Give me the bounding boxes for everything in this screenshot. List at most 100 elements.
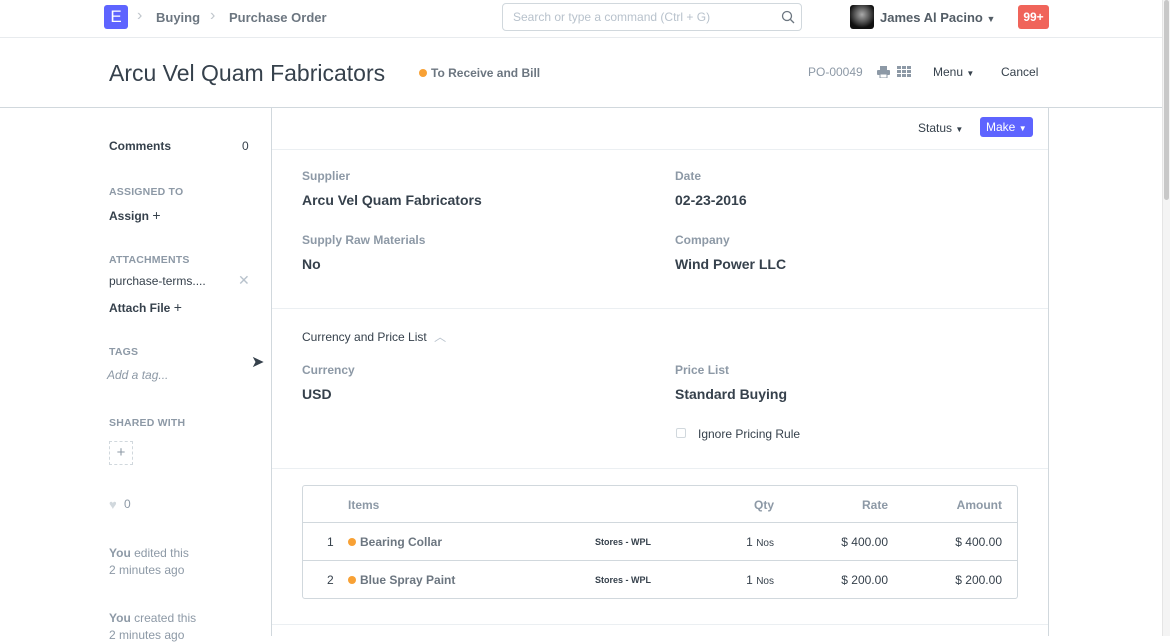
scrollbar[interactable]	[1162, 0, 1170, 636]
item-status-dot	[348, 576, 356, 584]
currency-label: Currency	[302, 363, 355, 377]
comments-label[interactable]: Comments	[109, 139, 172, 153]
table-header: Items Qty Rate Amount	[303, 486, 1017, 523]
row-rate: $ 200.00	[841, 573, 888, 587]
items-table: Items Qty Rate Amount 1 Bearing Collar S…	[302, 485, 1018, 599]
date-value[interactable]: 02-23-2016	[675, 192, 747, 208]
table-row[interactable]: 2 Blue Spray Paint Stores - WPL 1 Nos $ …	[303, 561, 1017, 598]
currency-section-toggle[interactable]: Currency and Price List ︿	[302, 328, 446, 345]
currency-value[interactable]: USD	[302, 386, 332, 402]
header-items: Items	[348, 498, 380, 512]
status-dot	[419, 69, 427, 77]
activity-action: edited this	[130, 546, 189, 560]
chevron-right-icon: ›	[210, 7, 216, 24]
activity-item: You created this 2 minutes ago	[109, 610, 196, 644]
page-title: Arcu Vel Quam Fabricators	[109, 60, 386, 86]
supplier-label: Supplier	[302, 169, 351, 183]
row-item: Bearing Collar	[348, 535, 442, 549]
supply-raw-materials-value[interactable]: No	[302, 256, 321, 272]
row-warehouse: Stores - WPL	[595, 575, 652, 585]
chevron-right-icon: ›	[137, 7, 143, 24]
comments-count: 0	[242, 139, 249, 153]
attach-file-label: Attach File	[109, 301, 171, 315]
activity-time: 2 minutes ago	[109, 628, 185, 642]
ignore-pricing-label: Ignore Pricing Rule	[698, 427, 801, 441]
notifications-badge[interactable]: 99+	[1018, 5, 1049, 29]
header-amount: Amount	[956, 498, 1002, 512]
row-qty: 1 Nos	[746, 573, 774, 587]
menu-button[interactable]: Menu ▼	[933, 65, 974, 79]
table-row[interactable]: 1 Bearing Collar Stores - WPL 1 Nos $ 40…	[303, 523, 1017, 561]
print-icon[interactable]	[877, 66, 890, 78]
company-value[interactable]: Wind Power LLC	[675, 256, 787, 272]
status-indicator: To Receive and Bill	[419, 66, 540, 80]
remove-attachment-icon[interactable]: ✕	[238, 272, 250, 288]
attachments-label: ATTACHMENTS	[109, 254, 190, 266]
caret-down-icon: ▼	[955, 125, 964, 134]
breadcrumb-buying[interactable]: Buying	[156, 10, 201, 25]
row-amount: $ 400.00	[955, 535, 1002, 549]
row-index: 2	[327, 573, 334, 587]
supplier-value[interactable]: Arcu Vel Quam Fabricators	[302, 192, 482, 208]
item-name: Bearing Collar	[360, 535, 443, 549]
divider	[272, 624, 1048, 625]
user-menu[interactable]: James Al Pacino ▼	[880, 10, 995, 25]
status-dropdown-label: Status	[918, 121, 953, 135]
attach-file-button[interactable]: Attach File +	[109, 299, 182, 315]
avatar[interactable]	[850, 5, 874, 29]
chevron-up-icon: ︿	[434, 330, 447, 344]
user-name: James Al Pacino	[880, 10, 983, 25]
search-input[interactable]: Search or type a command (Ctrl + G)	[502, 3, 802, 31]
activity-user: You	[109, 611, 131, 625]
price-list-value[interactable]: Standard Buying	[675, 386, 788, 402]
uom: Nos	[756, 576, 774, 587]
likes-count: 0	[124, 497, 131, 511]
caret-down-icon: ▼	[1018, 124, 1027, 133]
divider	[272, 308, 1048, 309]
search-placeholder: Search or type a command (Ctrl + G)	[513, 10, 711, 24]
ignore-pricing-checkbox[interactable]	[676, 428, 686, 438]
tags-label: TAGS	[109, 346, 139, 358]
activity-time: 2 minutes ago	[109, 563, 185, 577]
row-item: Blue Spray Paint	[348, 573, 455, 587]
row-warehouse: Stores - WPL	[595, 537, 652, 547]
supply-raw-materials-label: Supply Raw Materials	[302, 233, 426, 247]
status-dropdown[interactable]: Status ▼	[918, 121, 963, 135]
qty-value: 1	[746, 535, 753, 549]
plus-icon: +	[152, 207, 161, 223]
assign-button[interactable]: Assign +	[109, 207, 161, 223]
activity-item: You edited this 2 minutes ago	[109, 545, 189, 579]
make-label: Make	[986, 120, 1016, 134]
breadcrumb-purchase-order[interactable]: Purchase Order	[229, 10, 327, 25]
divider	[272, 149, 1048, 150]
doc-id: PO-00049	[808, 65, 863, 79]
make-button[interactable]: Make ▼	[980, 117, 1033, 137]
attachment-link[interactable]: purchase-terms....	[109, 274, 206, 288]
divider	[272, 468, 1048, 469]
mouse-cursor-icon: ➤	[251, 354, 265, 371]
app-logo[interactable]: E	[104, 5, 128, 29]
uom: Nos	[756, 538, 774, 549]
plus-icon: +	[173, 299, 182, 315]
heart-icon[interactable]: ♥	[109, 497, 117, 512]
shared-with-label: SHARED WITH	[109, 417, 186, 429]
caret-down-icon: ▼	[966, 69, 975, 78]
activity-action: created this	[130, 611, 197, 625]
navbar: E › Buying › Purchase Order Search or ty…	[0, 0, 1162, 38]
add-tag-input[interactable]: Add a tag...	[107, 368, 169, 382]
search-icon	[781, 10, 795, 24]
assign-label: Assign	[109, 209, 150, 223]
date-label: Date	[675, 169, 702, 183]
grid-icon[interactable]	[897, 66, 911, 77]
add-share-button[interactable]: +	[109, 441, 133, 465]
header-qty: Qty	[753, 498, 774, 512]
page-head: Arcu Vel Quam Fabricators To Receive and…	[0, 38, 1162, 108]
qty-value: 1	[746, 573, 753, 587]
price-list-label: Price List	[675, 363, 730, 377]
item-name: Blue Spray Paint	[360, 573, 456, 587]
form-layout: Status ▼ Make ▼ Supplier Arcu Vel Quam F…	[271, 108, 1049, 636]
scrollbar-thumb[interactable]	[1164, 0, 1169, 200]
section-title: Currency and Price List	[302, 330, 427, 344]
caret-down-icon: ▼	[986, 14, 996, 24]
cancel-button[interactable]: Cancel	[1001, 65, 1039, 79]
